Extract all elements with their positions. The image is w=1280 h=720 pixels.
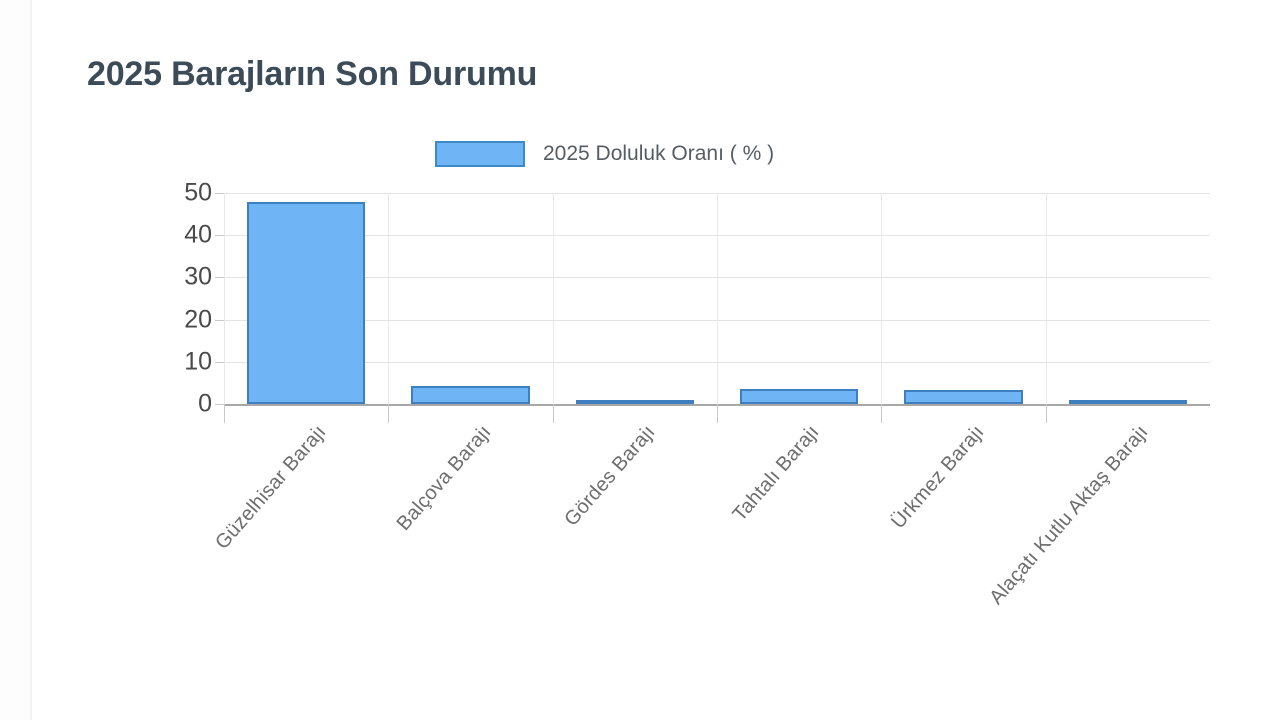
page-title: 2025 Barajların Son Durumu [87,55,538,93]
bar-slot [388,193,552,404]
y-axis-tick-mark [215,235,224,237]
chart-card: 2025 Barajların Son Durumu 2025 Doluluk … [32,0,1280,720]
bar[interactable] [247,201,366,404]
vertical-gridline [388,193,390,404]
legend-label-2025-doluluk-orani: 2025 Doluluk Oranı ( % ) [543,142,775,165]
x-axis-tick-label: Güzelhisar Barajı [211,421,331,554]
x-axis-tick-mark [388,404,390,423]
y-axis-tick-label: 0 [198,389,212,418]
y-axis-tick-label: 50 [184,178,212,207]
vertical-gridline [881,193,883,404]
bar-slot [1046,193,1210,404]
x-axis-tick-mark [881,404,883,423]
bar[interactable] [1068,400,1187,404]
y-axis-tick-label: 30 [184,262,212,291]
x-axis-tick-label: Tahtalı Barajı [728,421,824,526]
x-axis-tick-mark [717,404,718,423]
chart-bars [224,193,1210,404]
x-axis-tick-mark [224,404,225,423]
vertical-gridline [552,193,554,404]
y-axis-tick-mark [215,319,224,321]
vertical-gridline [1045,193,1047,404]
y-axis-tick-label: 40 [184,220,212,249]
x-axis-tick-mark [552,404,554,423]
x-axis-tick-mark [1045,404,1047,423]
x-axis-tick-label: Alaçatı Kutlu Aktaş Barajı [985,421,1153,609]
y-axis-tick-label: 10 [184,347,212,376]
vertical-gridline [224,193,225,404]
y-axis-tick-label: 20 [184,305,212,334]
bar[interactable] [740,388,859,404]
page-left-margin [0,0,30,720]
y-axis-tick-mark [215,277,224,279]
bar[interactable] [575,400,694,404]
vertical-gridline [717,193,718,404]
legend-swatch-2025-doluluk-orani [435,141,525,167]
page-gutter-line [30,0,32,720]
y-axis-tick-mark [215,404,224,405]
bar-slot [553,193,717,404]
bar-slot [224,193,388,404]
x-axis-tick-label: Balçova Barajı [392,421,496,535]
x-axis-tick-label: Ürkmez Barajı [886,421,989,534]
bar-slot [717,193,881,404]
x-axis-tick-label: Gördes Barajı [560,421,660,531]
chart-legend: 2025 Doluluk Oranı ( % ) [435,141,774,167]
y-axis-tick-mark [215,193,224,194]
chart-plot-area: 50 40 30 20 10 0 Güzelhisar Barajı Balçova Bar… [184,179,1210,609]
y-axis-tick-mark [215,361,224,363]
bar-slot [881,193,1045,404]
bar[interactable] [904,390,1023,404]
bar[interactable] [411,385,530,404]
